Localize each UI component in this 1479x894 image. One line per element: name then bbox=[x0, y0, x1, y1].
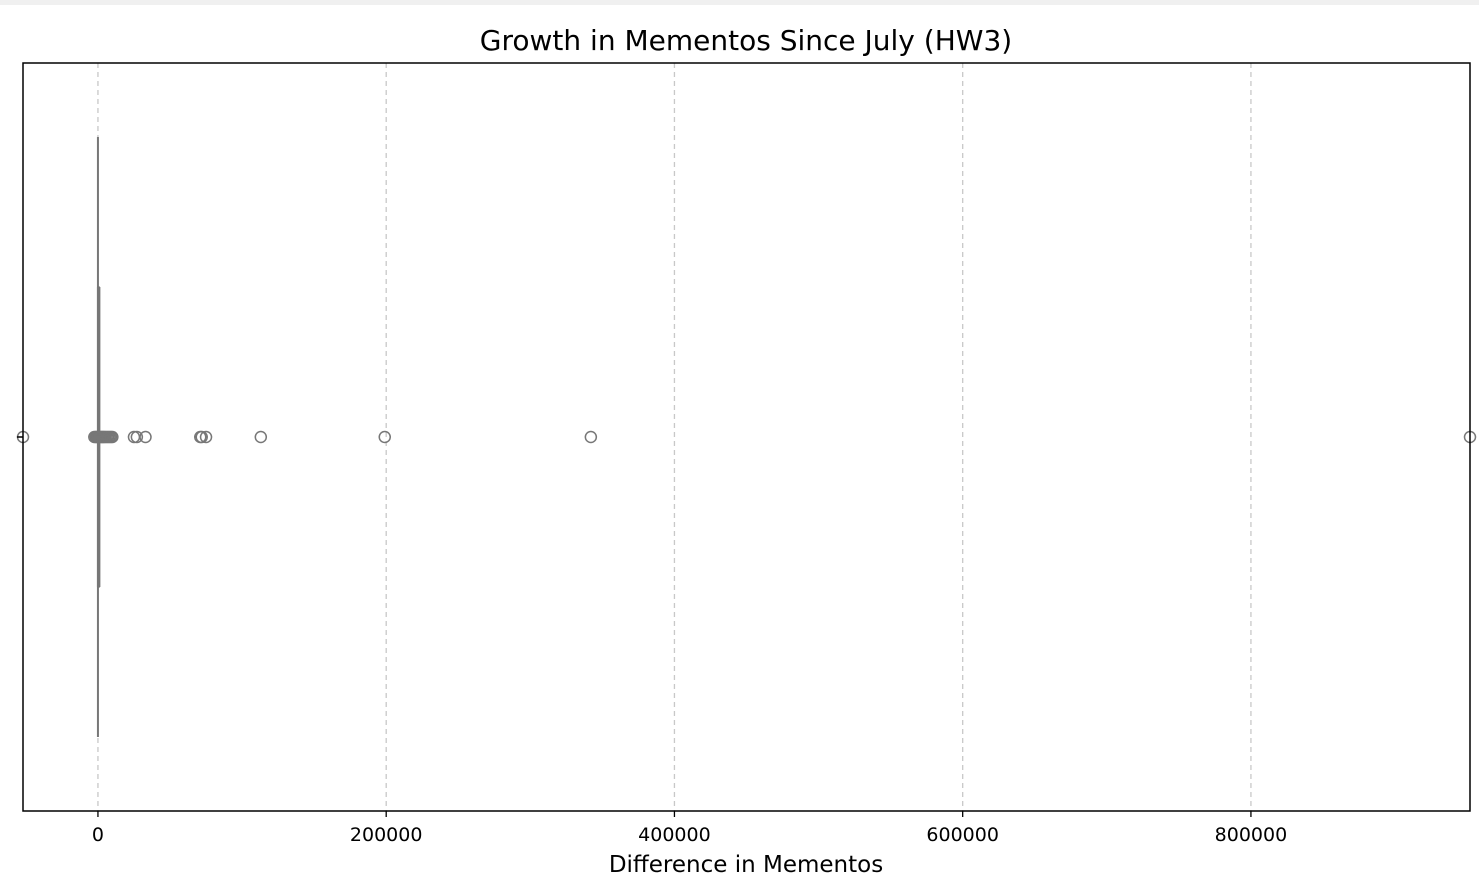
x-tick-label: 600000 bbox=[926, 824, 999, 846]
outlier-point bbox=[139, 430, 152, 444]
top-strip bbox=[0, 0, 1479, 5]
outlier-point bbox=[195, 430, 208, 444]
outlier-point bbox=[584, 430, 598, 444]
chart-title: Growth in Mementos Since July (HW3) bbox=[480, 24, 1012, 57]
outlier-point bbox=[378, 430, 391, 444]
grid-lines bbox=[97, 63, 1252, 811]
outlier-point bbox=[130, 430, 144, 444]
outlier-points bbox=[16, 430, 1477, 444]
outlier-point bbox=[199, 430, 213, 444]
x-axis-label: Difference in Mementos bbox=[609, 852, 883, 878]
plot-frame bbox=[22, 62, 1471, 812]
x-tick-label: 200000 bbox=[350, 824, 423, 846]
x-tick-label: 400000 bbox=[638, 824, 711, 846]
x-axis-ticks: 0 200000 400000 600000 800000 bbox=[92, 811, 1287, 846]
outlier-point bbox=[254, 430, 268, 444]
x-tick-label: 800000 bbox=[1215, 824, 1288, 846]
x-tick-label: 0 bbox=[92, 824, 104, 846]
outlier-point bbox=[106, 430, 119, 444]
